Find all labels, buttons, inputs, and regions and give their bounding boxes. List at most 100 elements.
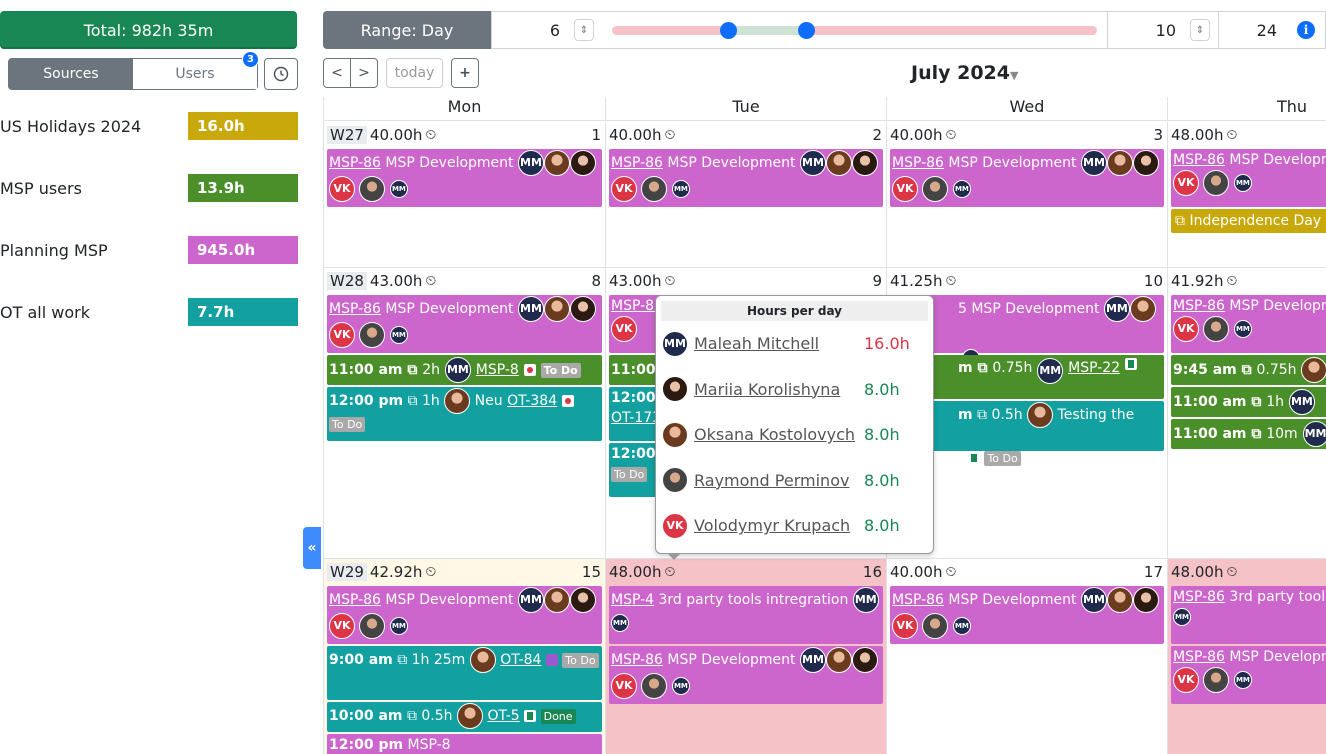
- event-card[interactable]: MSP-86 MSP Development MM VK MM: [327, 295, 602, 353]
- event-card[interactable]: 11:00 am ⧉ 1h MM: [1171, 387, 1326, 417]
- hour-range-slider[interactable]: [602, 11, 1107, 49]
- tab-users[interactable]: Users 3: [133, 51, 259, 89]
- day-cell[interactable]: 41.25h⏲ 10 5 MSP Development MM MM m ⧉ 0.7…: [887, 268, 1168, 559]
- person-clock-icon[interactable]: ⏲: [664, 563, 676, 580]
- day-cell[interactable]: 48.00h⏲ MSP-86 MSP Developme VK MM ⧉ Inde…: [1168, 122, 1326, 268]
- person-clock-icon[interactable]: ⏲: [425, 272, 437, 289]
- event-key-link[interactable]: MSP-8: [475, 362, 519, 378]
- event-card[interactable]: 11:00 am ⧉ 2h MM MSP-8 To Do: [327, 355, 602, 385]
- prev-button[interactable]: <: [323, 58, 351, 88]
- day-cell[interactable]: 48.00h ⏲ 16 MSP-4 3rd party tools intregra…: [606, 559, 887, 754]
- person-clock-icon[interactable]: ⏲: [1226, 126, 1238, 143]
- event-key-link[interactable]: MSP-86: [611, 652, 663, 668]
- person-clock-icon[interactable]: ⏲: [664, 126, 676, 143]
- view-toggle: Sources Users 3: [8, 51, 259, 90]
- event-card[interactable]: MSP-86 MSP Development MM VK MM: [327, 586, 602, 644]
- event-card[interactable]: MSP-86 3rd party tools i MM: [1171, 586, 1326, 644]
- spinner-icon[interactable]: ⇕: [1190, 19, 1210, 41]
- event-card[interactable]: 12:00 pm MSP-8: [327, 734, 602, 754]
- person-link[interactable]: Volodymyr Krupach: [694, 516, 851, 536]
- event-card[interactable]: m ⧉ 0.75h MM MSP-22: [890, 355, 1164, 399]
- event-key-link[interactable]: MSP-86: [1173, 298, 1225, 314]
- add-button[interactable]: +: [451, 58, 479, 88]
- day-cell[interactable]: 40.00h ⏲ 2 MSP-86 MSP Development MM VK MM: [606, 122, 887, 268]
- person-link[interactable]: Raymond Perminov: [694, 470, 850, 490]
- month-title[interactable]: July 2024▼: [911, 62, 1018, 84]
- event-card[interactable]: 11:00 am ⧉ 10m MM: [1171, 419, 1326, 449]
- person-link[interactable]: Maleah Mitchell: [694, 334, 820, 354]
- event-key-link[interactable]: MSP-86: [611, 155, 663, 171]
- history-button[interactable]: [264, 58, 298, 90]
- person-clock-icon[interactable]: ⏲: [945, 563, 957, 580]
- avatar: [1132, 587, 1159, 613]
- event-card[interactable]: MSP-86 MSP Developme VK MM: [1171, 646, 1326, 704]
- event-key-link[interactable]: MSP-86: [892, 155, 944, 171]
- hours-per-day-input[interactable]: 24 i: [1219, 11, 1326, 49]
- copy-icon: ⧉: [1251, 394, 1262, 410]
- event-card[interactable]: 9:00 am ⧉ 1h 25m OT-84 To Do: [327, 646, 602, 700]
- event-card[interactable]: m ⧉ 0.5h Testing the panel To Do: [890, 401, 1164, 466]
- total-button[interactable]: Total: 982h 35m: [0, 11, 297, 49]
- slider-start-handle[interactable]: [720, 22, 738, 39]
- day-cell[interactable]: 40.00h ⏲ 3 MSP-86 MSP Development MM VK MM: [887, 122, 1168, 268]
- event-key-link[interactable]: MSP-86: [329, 155, 381, 171]
- event-key-link[interactable]: OT-384: [507, 393, 558, 409]
- range-button[interactable]: Range: Day: [323, 11, 491, 49]
- day-cell[interactable]: 41.92h⏲ MSP-86 MSP Developme VK MM 9:45 a…: [1168, 268, 1326, 559]
- event-key-link[interactable]: OT-173: [611, 410, 662, 426]
- person-clock-icon[interactable]: ⏲: [1226, 272, 1238, 289]
- day-cell[interactable]: W28 43.00h ⏲ 8 MSP-86 MSP Development MM VK …: [324, 268, 606, 559]
- today-button[interactable]: today: [386, 58, 443, 88]
- event-key-link[interactable]: MSP-22: [1068, 360, 1121, 376]
- event-card[interactable]: MSP-86 MSP Development MM VK MM: [609, 149, 883, 207]
- event-key-link[interactable]: MSP-86: [892, 592, 944, 608]
- event-card[interactable]: MSP-4 3rd party tools intregration MM MM: [609, 586, 883, 644]
- event-key-link[interactable]: MSP-86: [1173, 649, 1225, 665]
- tab-sources[interactable]: Sources: [9, 59, 133, 89]
- person-clock-icon[interactable]: ⏲: [945, 272, 957, 289]
- event-key-link[interactable]: MSP-86: [329, 592, 381, 608]
- event-card[interactable]: 10:00 am ⧉ 0.5h OT-5 Done: [327, 702, 602, 732]
- event-card[interactable]: MSP-86 MSP Development MM VK MM: [890, 149, 1164, 207]
- event-key-link[interactable]: OT-5: [487, 708, 520, 724]
- event-key-link[interactable]: MSP-86: [1173, 589, 1225, 605]
- holiday-event[interactable]: ⧉ Independence Day: [1171, 209, 1326, 233]
- event-card[interactable]: MSP-86 MSP Development MM VK MM: [890, 586, 1164, 644]
- event-key-link[interactable]: OT-84: [500, 652, 542, 668]
- source-row-planning-msp[interactable]: Planning MSP 945.0h: [0, 235, 298, 265]
- collapse-sidebar-button[interactable]: «: [303, 527, 321, 569]
- spinner-icon[interactable]: ⇕: [574, 19, 594, 41]
- next-button[interactable]: >: [350, 58, 378, 88]
- day-cell[interactable]: W27 40.00h ⏲ 1 MSP-86 MSP Development MM VK …: [324, 122, 606, 268]
- source-row-ot-all-work[interactable]: OT all work 7.7h: [0, 297, 298, 327]
- event-key-link[interactable]: MSP-4: [611, 592, 655, 608]
- person-clock-icon[interactable]: ⏲: [425, 126, 437, 143]
- source-row-msp-users[interactable]: MSP users 13.9h: [0, 173, 298, 203]
- person-clock-icon[interactable]: ⏲: [1226, 563, 1238, 580]
- event-card[interactable]: 9:45 am ⧉ 0.75h: [1171, 355, 1326, 385]
- event-card[interactable]: MSP-86 MSP Development MM VK MM: [609, 646, 883, 704]
- day-hours: 40.00h: [890, 125, 943, 144]
- slider-end-handle[interactable]: [798, 22, 815, 39]
- start-hour-input[interactable]: 6 ⇕: [491, 11, 603, 49]
- person-clock-icon[interactable]: ⏲: [945, 126, 957, 143]
- person-clock-icon[interactable]: ⏲: [664, 272, 676, 289]
- day-number: 8: [591, 271, 601, 290]
- info-icon[interactable]: i: [1297, 21, 1315, 39]
- day-cell[interactable]: 48.00h⏲ MSP-86 3rd party tools i MM MSP-8…: [1168, 559, 1326, 754]
- event-card[interactable]: 12:00 pm ⧉ 1h Neu OT-384 To Do: [327, 387, 602, 441]
- person-link[interactable]: Oksana Kostolovych: [694, 425, 856, 445]
- person-clock-icon[interactable]: ⏲: [425, 563, 437, 580]
- event-card[interactable]: MSP-86 MSP Developme VK MM: [1171, 149, 1326, 207]
- event-card[interactable]: MSP-86 MSP Developme VK MM: [1171, 295, 1326, 353]
- event-key-link[interactable]: MSP-86: [1173, 152, 1225, 168]
- day-cell[interactable]: W29 42.92h ⏲ 15 MSP-86 MSP Development MM VK…: [324, 559, 606, 754]
- day-cell[interactable]: 40.00h ⏲ 17 MSP-86 MSP Development MM VK MM: [887, 559, 1168, 754]
- person-link[interactable]: Mariia Korolishyna: [694, 379, 841, 399]
- end-hour-input[interactable]: 10 ⇕: [1107, 11, 1219, 49]
- event-card[interactable]: MSP-86 MSP Development MM VK MM: [327, 149, 602, 207]
- event-key-link[interactable]: MSP-86: [611, 298, 663, 314]
- event-key-link[interactable]: MSP-86: [329, 301, 381, 317]
- avatar: [1106, 587, 1133, 613]
- source-row-holidays[interactable]: US Holidays 2024 16.0h: [0, 111, 298, 141]
